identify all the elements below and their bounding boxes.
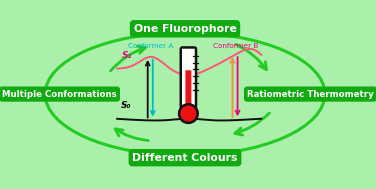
Text: One Fluorophore: One Fluorophore: [133, 24, 237, 34]
Text: Ratiometric Thermometry: Ratiometric Thermometry: [247, 90, 374, 99]
FancyBboxPatch shape: [185, 70, 191, 105]
Text: S₀: S₀: [121, 101, 131, 111]
Circle shape: [179, 104, 198, 123]
Text: Conformer B: Conformer B: [213, 43, 259, 49]
Text: Different Colours: Different Colours: [132, 153, 238, 163]
Text: S₁: S₁: [121, 51, 132, 60]
Text: Multiple Conformations: Multiple Conformations: [2, 90, 117, 99]
Text: Conformer A: Conformer A: [129, 43, 174, 49]
FancyBboxPatch shape: [181, 47, 196, 108]
